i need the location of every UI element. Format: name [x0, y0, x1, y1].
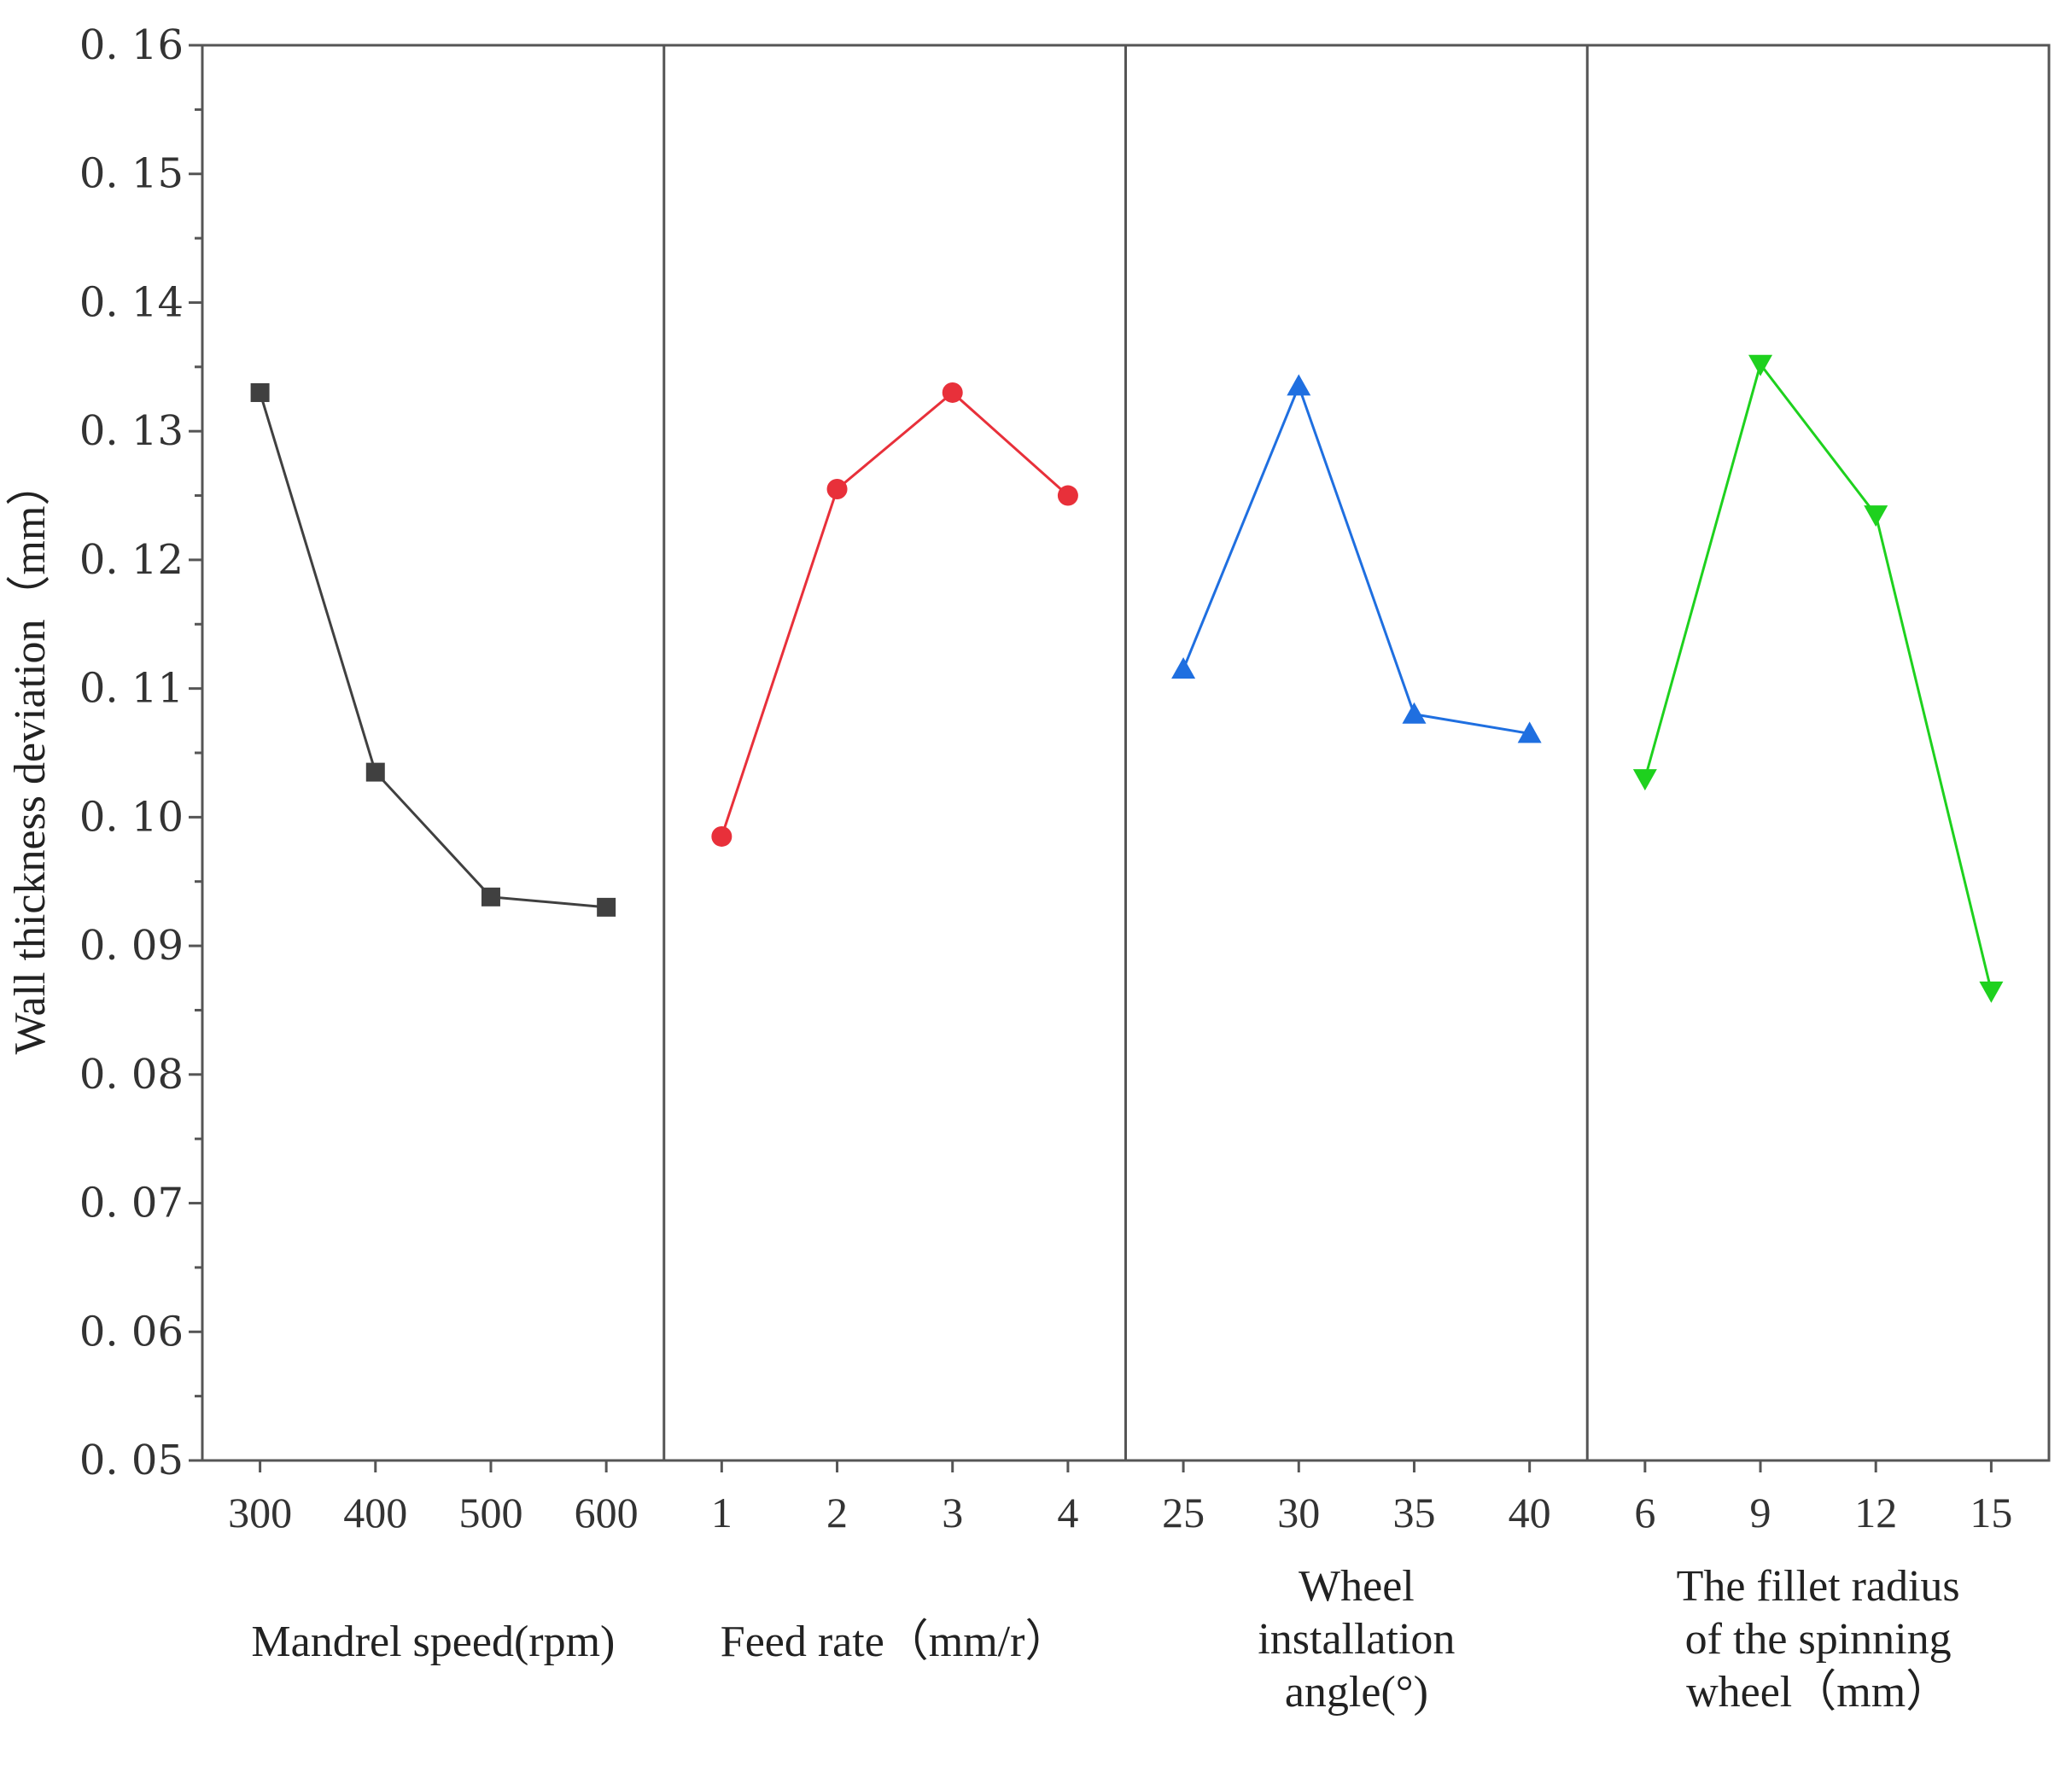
y-tick-label: 0. 05 [79, 1437, 184, 1484]
x-axis-label-fillet-radius: The fillet radius [1677, 1562, 1960, 1611]
x-axis-label-wheel-installation-angle: installation [1258, 1615, 1455, 1664]
y-tick-label: 0. 15 [79, 150, 184, 198]
x-tick-label: 600 [575, 1489, 639, 1536]
x-axis-label-mandrel-speed: Mandrel speed(rpm) [251, 1618, 615, 1666]
x-tick-label: 300 [228, 1489, 292, 1536]
series-line-mandrel-speed [259, 392, 607, 909]
series-line-fillet-radius [1643, 361, 1993, 992]
y-axis: 0. 05 0. 06 0. 07 0. 08 0. 09 0. 10 0. 11 0. 12… [79, 21, 202, 1484]
y-tick-label: 0. 06 [79, 1308, 184, 1355]
x-tick-label: 500 [458, 1489, 522, 1536]
data-point [711, 825, 732, 847]
data-point [826, 479, 848, 500]
data-point [1402, 702, 1427, 724]
data-point [1287, 374, 1311, 396]
y-tick-label: 0. 10 [79, 793, 184, 841]
y-tick-label: 0. 16 [79, 21, 184, 69]
data-point [1057, 485, 1078, 506]
series-lines [250, 354, 2004, 1003]
x-tick-label: 6 [1634, 1489, 1655, 1536]
series-line-feed-rate [720, 390, 1069, 837]
panel-frames [201, 44, 2051, 1462]
x-tick-label: 3 [942, 1489, 963, 1536]
x-tick-label: 40 [1509, 1489, 1551, 1536]
x-axis-label-fillet-radius: of the spinning [1685, 1615, 1952, 1664]
data-point [1517, 721, 1542, 743]
x-axis-label-feed-rate: Feed rate（mm/r） [721, 1618, 1070, 1666]
y-tick-label: 0. 12 [79, 536, 184, 584]
x-tick-label: 9 [1750, 1489, 1771, 1536]
x-tick-label: 12 [1854, 1489, 1897, 1536]
y-axis-label: Wall thickness deviation（mm） [6, 462, 55, 1055]
y-tick-label: 0. 11 [79, 665, 184, 713]
data-point [1864, 505, 1888, 528]
x-tick-label: 1 [711, 1489, 732, 1536]
x-tick-label: 4 [1057, 1489, 1078, 1536]
y-tick-label: 0. 13 [79, 407, 184, 455]
x-tick-label: 2 [826, 1489, 848, 1536]
data-point [1632, 769, 1657, 791]
y-tick-label: 0. 09 [79, 922, 184, 970]
data-point [365, 762, 385, 782]
series-line-wheel-installation-angle [1182, 382, 1530, 735]
data-point [1748, 354, 1773, 376]
data-point [250, 382, 270, 402]
x-tick-label: 400 [343, 1489, 407, 1536]
x-axis-label-fillet-radius: wheel（mm） [1686, 1668, 1950, 1717]
data-point [481, 887, 500, 906]
x-tick-label: 30 [1277, 1489, 1320, 1536]
data-point [597, 897, 616, 917]
y-tick-label: 0. 07 [79, 1180, 184, 1227]
x-tick-label: 25 [1162, 1489, 1205, 1536]
x-axis-label-wheel-installation-angle: Wheel [1299, 1562, 1415, 1611]
x-tick-label: 35 [1392, 1489, 1435, 1536]
data-point [942, 382, 963, 403]
data-point [1979, 981, 2004, 1003]
y-tick-label: 0. 14 [79, 278, 184, 326]
x-tick-label: 15 [1970, 1489, 2012, 1536]
x-axis-label-wheel-installation-angle: angle(°) [1285, 1668, 1428, 1717]
data-point [1171, 657, 1196, 679]
y-tick-label: 0. 08 [79, 1051, 184, 1099]
